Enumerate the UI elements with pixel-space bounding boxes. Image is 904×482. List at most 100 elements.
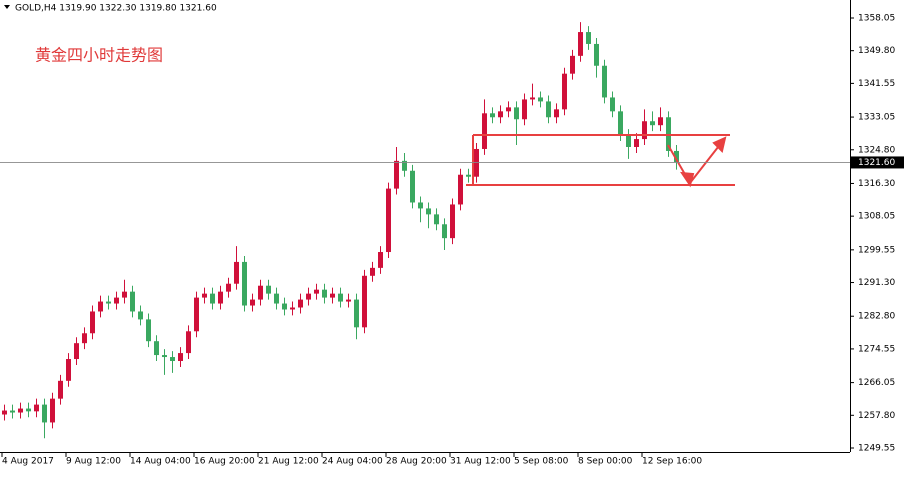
- candle-body: [650, 121, 655, 126]
- x-tick-label: 12 Sep 16:00: [642, 457, 702, 467]
- y-tick-label: 1299.55: [858, 245, 895, 255]
- candle-body: [394, 160, 399, 189]
- candle-body: [586, 32, 591, 44]
- candle-body: [466, 174, 471, 177]
- x-tick-label: 21 Aug 12:00: [258, 457, 319, 467]
- candle-body: [338, 293, 343, 302]
- candle-body: [330, 293, 335, 298]
- candle-body: [538, 97, 543, 102]
- candle-body: [514, 107, 519, 120]
- candle-body: [378, 252, 383, 268]
- candle-body: [66, 359, 71, 381]
- y-tick-label: 1316.30: [858, 179, 895, 189]
- annotations: [466, 134, 735, 188]
- y-tick-label: 1341.55: [858, 79, 895, 89]
- candle-body: [306, 293, 311, 300]
- arrow-head: [712, 136, 727, 153]
- x-tick-label: 24 Aug 04:00: [322, 457, 383, 467]
- candle-body: [298, 299, 303, 308]
- last-price-label: 1321.60: [858, 158, 895, 168]
- x-tick-label: 14 Aug 04:00: [130, 457, 191, 467]
- candle-body: [386, 188, 391, 253]
- candle-body: [10, 410, 15, 413]
- candle-body: [290, 307, 295, 310]
- candle-body: [154, 341, 159, 356]
- y-tick-label: 1274.55: [858, 344, 895, 354]
- candle-body: [186, 331, 191, 354]
- candle-body: [634, 139, 639, 147]
- candle-body: [402, 160, 407, 171]
- y-tick-label: 1308.05: [858, 212, 895, 222]
- candle-body: [98, 301, 103, 312]
- candle-body: [170, 357, 175, 362]
- y-tick-label: 1349.80: [858, 46, 895, 56]
- candle-body: [42, 404, 47, 423]
- candle-body: [658, 117, 663, 126]
- candle-body: [266, 285, 271, 294]
- y-tick-label: 1282.80: [858, 312, 895, 322]
- candle-body: [618, 111, 623, 136]
- candle-body: [258, 285, 263, 300]
- last-price-box: [851, 156, 904, 169]
- x-tick-label: 28 Aug 20:00: [386, 457, 447, 467]
- y-tick-label: 1324.80: [858, 145, 895, 155]
- y-tick-label: 1333.05: [858, 113, 895, 123]
- candle-body: [282, 303, 287, 310]
- x-tick-label: 31 Aug 12:00: [450, 457, 511, 467]
- candle-body: [354, 299, 359, 328]
- candle-body: [426, 208, 431, 215]
- candle-body: [418, 202, 423, 209]
- x-tick-label: 4 Aug 2017: [2, 457, 54, 467]
- candle-body: [530, 97, 535, 100]
- candle-body: [242, 261, 247, 306]
- candle-body: [642, 121, 647, 140]
- candle-body: [210, 293, 215, 304]
- candle-body: [50, 398, 55, 423]
- candle-body: [2, 410, 7, 415]
- candle-body: [74, 343, 79, 360]
- candle-body: [114, 297, 119, 304]
- candle-body: [434, 214, 439, 225]
- plot-area: [2, 22, 679, 439]
- candle-body: [610, 97, 615, 112]
- x-tick-label: 9 Aug 12:00: [66, 457, 121, 467]
- candle-body: [546, 101, 551, 118]
- candle-body: [490, 113, 495, 118]
- candle-body: [562, 73, 567, 110]
- chart-header: GOLD,H4 1319.90 1322.30 1319.80 1321.60: [15, 4, 217, 14]
- candle-body: [362, 275, 367, 328]
- candle-body: [178, 353, 183, 362]
- candle-body: [226, 283, 231, 292]
- candle-body: [594, 43, 599, 66]
- candle-body: [602, 65, 607, 98]
- candle-body: [202, 293, 207, 298]
- candle-body: [626, 135, 631, 147]
- candle-body: [458, 174, 463, 205]
- candle-body: [578, 32, 583, 56]
- candle-body: [314, 289, 319, 294]
- candle-body: [18, 408, 23, 413]
- candle-body: [450, 204, 455, 239]
- arrow-head: [680, 171, 695, 188]
- candle-body: [506, 107, 511, 112]
- candle-body: [570, 55, 575, 74]
- candle-body: [218, 291, 223, 304]
- candle-body: [346, 299, 351, 302]
- candle-body: [410, 170, 415, 203]
- candle-body: [58, 380, 63, 399]
- candle-body: [274, 293, 279, 304]
- candle-body: [26, 408, 31, 412]
- x-tick-label: 5 Sep 08:00: [514, 457, 569, 467]
- candle-body: [162, 355, 167, 358]
- candle-body: [34, 404, 39, 412]
- y-tick-label: 1358.05: [858, 13, 895, 23]
- menu-arrow[interactable]: [4, 5, 10, 9]
- chart-title: 黄金四小时走势图: [35, 46, 163, 65]
- candle-body: [522, 99, 527, 120]
- candle-body: [130, 291, 135, 312]
- candle-body: [106, 301, 111, 304]
- x-tick-label: 8 Sep 00:00: [578, 457, 633, 467]
- candle-body: [146, 319, 151, 342]
